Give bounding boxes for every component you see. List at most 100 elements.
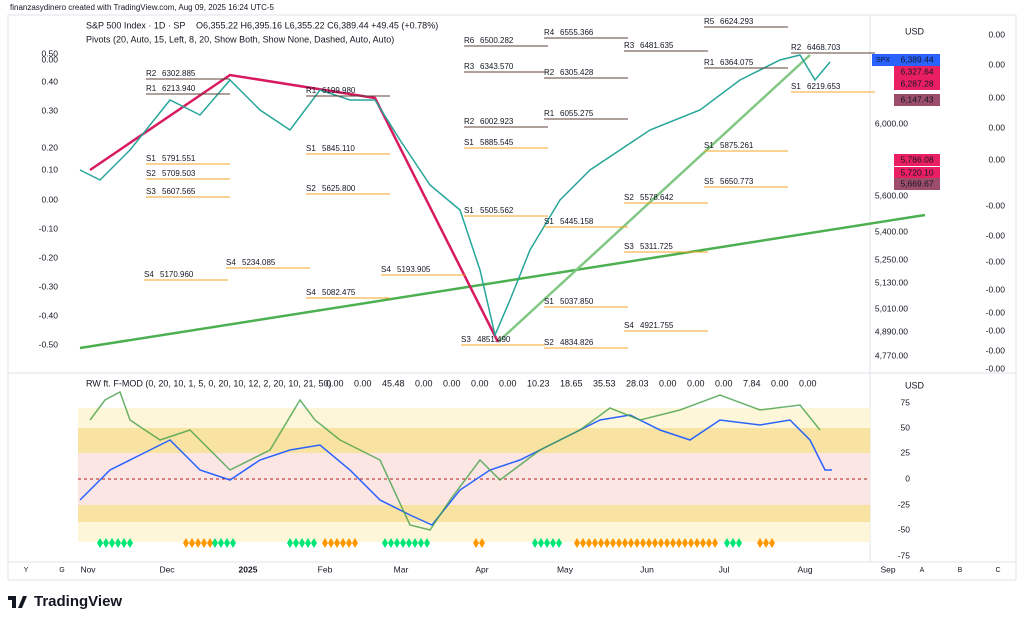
signal-marker <box>212 538 218 548</box>
pivot-level: R2 <box>146 69 157 78</box>
signal-marker <box>394 538 400 548</box>
pivot-level: R1 <box>544 109 555 118</box>
time-label: Jun <box>640 564 654 574</box>
signal-marker <box>109 538 115 548</box>
price-label: 6,000.00 <box>875 118 908 128</box>
pivot-level: S2 <box>544 338 554 347</box>
time-label: Apr <box>475 564 488 574</box>
pivot-value: 4834.826 <box>560 338 594 347</box>
left-axis-label: -0.40 <box>39 310 59 320</box>
pivots-title: Pivots (20, Auto, 15, Left, 8, 20, Show … <box>86 34 394 44</box>
signal-marker <box>424 538 430 548</box>
pivot-value: 5845.110 <box>322 144 355 153</box>
price-tag <box>894 78 940 90</box>
signal-marker <box>664 538 670 548</box>
signal-marker <box>103 538 109 548</box>
pivot-level: S3 <box>461 335 471 344</box>
pivot-value: 5578.642 <box>640 193 674 202</box>
pivot-level: R3 <box>464 62 475 71</box>
signal-marker <box>634 538 640 548</box>
pivot-level: S3 <box>624 242 634 251</box>
time-label: 2025 <box>239 564 258 574</box>
signal-marker <box>121 538 127 548</box>
signal-marker <box>418 538 424 548</box>
price-tag-label: 5,720.10 <box>900 167 933 177</box>
signal-marker <box>574 538 580 548</box>
pivot-level: R2 <box>544 68 555 77</box>
signal-marker <box>406 538 412 548</box>
pivot-value: 6213.940 <box>162 84 196 93</box>
signal-marker <box>700 538 706 548</box>
time-label: May <box>557 564 574 574</box>
signal-marker <box>628 538 634 548</box>
pivot-value: 5037.850 <box>560 297 594 306</box>
left-axis-label: 0.50 <box>41 48 58 58</box>
signal-marker <box>412 538 418 548</box>
pivot-level: S4 <box>381 265 391 274</box>
oscillator-axis-label: 25 <box>901 447 911 457</box>
right-axis-label: -0.00 <box>986 345 1006 355</box>
signal-marker <box>97 538 103 548</box>
logo-icon <box>8 596 27 608</box>
price-label: 4,770.00 <box>875 350 908 360</box>
oscillator-value: 35.53 <box>593 378 616 388</box>
signal-marker <box>328 538 334 548</box>
signal-marker <box>688 538 694 548</box>
pivot-value: 5311.725 <box>640 242 673 251</box>
signal-marker <box>195 538 201 548</box>
price-tag <box>894 178 940 190</box>
signal-marker <box>640 538 646 548</box>
pivot-value: 6055.275 <box>560 109 594 118</box>
left-axis-label: 0.20 <box>41 142 58 152</box>
trend-line <box>497 54 811 343</box>
time-label: Dec <box>159 564 175 574</box>
pivot-level: S1 <box>704 141 714 150</box>
oscillator-value: 0.00 <box>471 378 489 388</box>
signal-marker <box>616 538 622 548</box>
pivot-level: S2 <box>146 169 156 178</box>
left-axis-label: 0.10 <box>41 164 58 174</box>
pivot-level: R1 <box>146 84 157 93</box>
pivot-level: S2 <box>624 193 634 202</box>
oscillator-value: 18.65 <box>560 378 583 388</box>
price-tag <box>894 94 940 106</box>
pivot-level: R3 <box>624 41 635 50</box>
price-label: 5,600.00 <box>875 190 908 200</box>
price-tag <box>894 54 940 66</box>
signal-marker <box>658 538 664 548</box>
time-label: Sep <box>880 564 895 574</box>
pivot-value: 6481.635 <box>640 41 674 50</box>
oscillator-value: 0.00 <box>659 378 677 388</box>
oscillator-axis-label: -75 <box>898 550 911 560</box>
right-axis-label: 0.00 <box>988 122 1005 132</box>
pivot-value: 5607.565 <box>162 187 196 196</box>
pivot-level: S1 <box>791 82 801 91</box>
pivot-value: 6302.885 <box>162 69 196 78</box>
oscillator-value: 0.00 <box>326 378 344 388</box>
signal-marker <box>736 538 742 548</box>
price-tag <box>894 154 940 166</box>
signal-marker <box>287 538 293 548</box>
oscillator-value: 0.00 <box>499 378 517 388</box>
pivot-level: S3 <box>146 187 156 196</box>
signal-marker <box>694 538 700 548</box>
pivot-value: 5885.545 <box>480 138 514 147</box>
symbol-tag-label: SPX <box>876 57 890 64</box>
signal-marker <box>115 538 121 548</box>
signal-marker <box>299 538 305 548</box>
time-label: Nov <box>80 564 96 574</box>
oscillator-line <box>89 390 821 531</box>
left-axis-label: -0.10 <box>39 223 59 233</box>
signal-marker <box>544 538 550 548</box>
pivot-level: S1 <box>544 297 554 306</box>
price-tag-label: 6,327.64 <box>900 66 933 76</box>
chart-frame <box>7 14 1017 581</box>
pivot-value: 5625.800 <box>322 184 356 193</box>
pivot-level: R1 <box>306 86 317 95</box>
pivot-value: 6219.653 <box>807 82 841 91</box>
right-axis-label: -0.00 <box>986 230 1006 240</box>
oscillator-axis-label: 50 <box>901 422 911 432</box>
pivot-value: 6305.428 <box>560 68 594 77</box>
left-axis-label: 0.00 <box>41 194 58 204</box>
signal-marker <box>538 538 544 548</box>
